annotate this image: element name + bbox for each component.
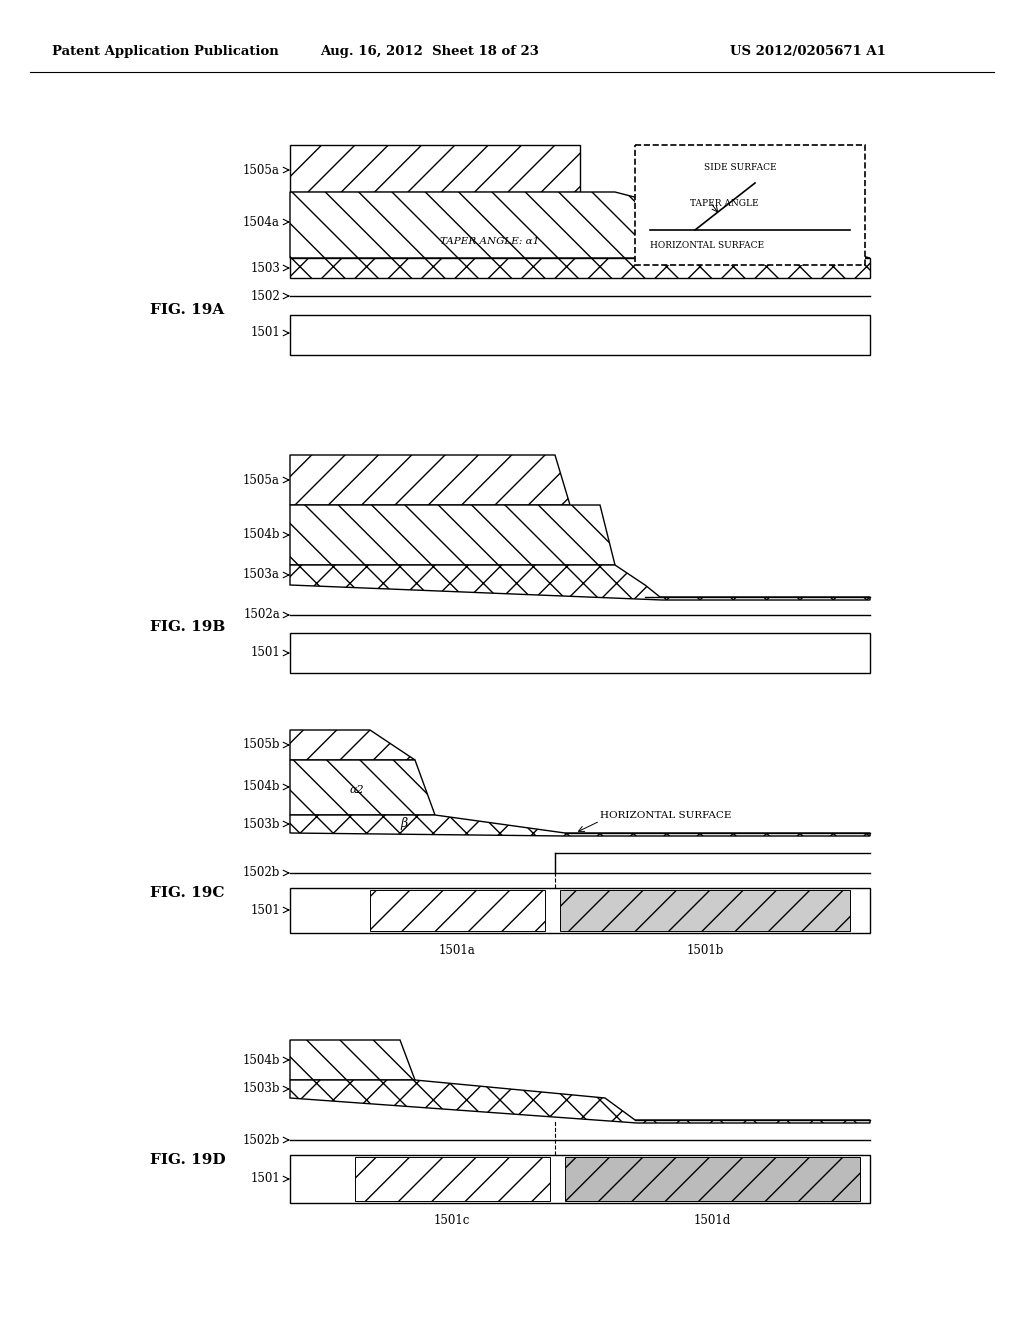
Polygon shape xyxy=(565,1158,860,1201)
Text: 1505a: 1505a xyxy=(243,164,280,177)
Polygon shape xyxy=(290,760,435,814)
Text: 1503: 1503 xyxy=(250,261,280,275)
Text: 1501b: 1501b xyxy=(686,945,724,957)
Polygon shape xyxy=(290,814,870,836)
Text: 1504b: 1504b xyxy=(243,780,280,793)
Text: HORIZONTAL SURFACE: HORIZONTAL SURFACE xyxy=(650,240,764,249)
Text: 1503b: 1503b xyxy=(243,817,280,830)
Text: 1501a: 1501a xyxy=(438,945,475,957)
Text: HORIZONTAL SURFACE: HORIZONTAL SURFACE xyxy=(600,810,731,820)
Text: 1501: 1501 xyxy=(250,647,280,660)
Polygon shape xyxy=(560,890,850,931)
Text: 1501: 1501 xyxy=(250,1172,280,1185)
Text: FIG. 19D: FIG. 19D xyxy=(150,1152,225,1167)
Text: 1502b: 1502b xyxy=(243,866,280,879)
Polygon shape xyxy=(355,1158,550,1201)
Polygon shape xyxy=(290,730,415,760)
Polygon shape xyxy=(290,1040,415,1080)
Polygon shape xyxy=(290,191,870,257)
Text: 1504b: 1504b xyxy=(243,528,280,541)
Text: Aug. 16, 2012  Sheet 18 of 23: Aug. 16, 2012 Sheet 18 of 23 xyxy=(321,45,540,58)
Text: 1503a: 1503a xyxy=(243,569,280,582)
Text: 1501c: 1501c xyxy=(434,1214,470,1228)
Text: β: β xyxy=(400,817,408,829)
Text: FIG. 19B: FIG. 19B xyxy=(150,620,225,634)
Text: 1505b: 1505b xyxy=(243,738,280,751)
Text: US 2012/0205671 A1: US 2012/0205671 A1 xyxy=(730,45,886,58)
Text: 1504b: 1504b xyxy=(243,1053,280,1067)
Text: 1501d: 1501d xyxy=(693,1214,731,1228)
Text: SIDE SURFACE: SIDE SURFACE xyxy=(703,162,776,172)
Text: α2: α2 xyxy=(350,785,365,795)
Text: 1504a: 1504a xyxy=(243,215,280,228)
Text: 1502: 1502 xyxy=(250,289,280,302)
Polygon shape xyxy=(290,1155,870,1203)
Text: 1502b: 1502b xyxy=(243,1134,280,1147)
Polygon shape xyxy=(290,888,870,933)
Text: 1501: 1501 xyxy=(250,326,280,339)
Polygon shape xyxy=(290,145,580,191)
Text: 1501: 1501 xyxy=(250,903,280,916)
Text: FIG. 19A: FIG. 19A xyxy=(150,304,224,317)
Text: TAPER ANGLE: α1: TAPER ANGLE: α1 xyxy=(440,238,540,247)
Text: TAPER ANGLE: TAPER ANGLE xyxy=(690,198,759,207)
Text: 1502a: 1502a xyxy=(244,609,280,622)
Polygon shape xyxy=(290,506,615,565)
Polygon shape xyxy=(290,634,870,673)
Bar xyxy=(635,145,865,265)
Polygon shape xyxy=(290,1080,870,1123)
Text: 1505a: 1505a xyxy=(243,474,280,487)
Polygon shape xyxy=(290,315,870,355)
Polygon shape xyxy=(290,565,870,601)
Polygon shape xyxy=(290,455,570,506)
Polygon shape xyxy=(370,890,545,931)
Polygon shape xyxy=(290,257,870,279)
Text: 1503b: 1503b xyxy=(243,1082,280,1096)
Text: Patent Application Publication: Patent Application Publication xyxy=(52,45,279,58)
Text: FIG. 19C: FIG. 19C xyxy=(150,886,224,900)
